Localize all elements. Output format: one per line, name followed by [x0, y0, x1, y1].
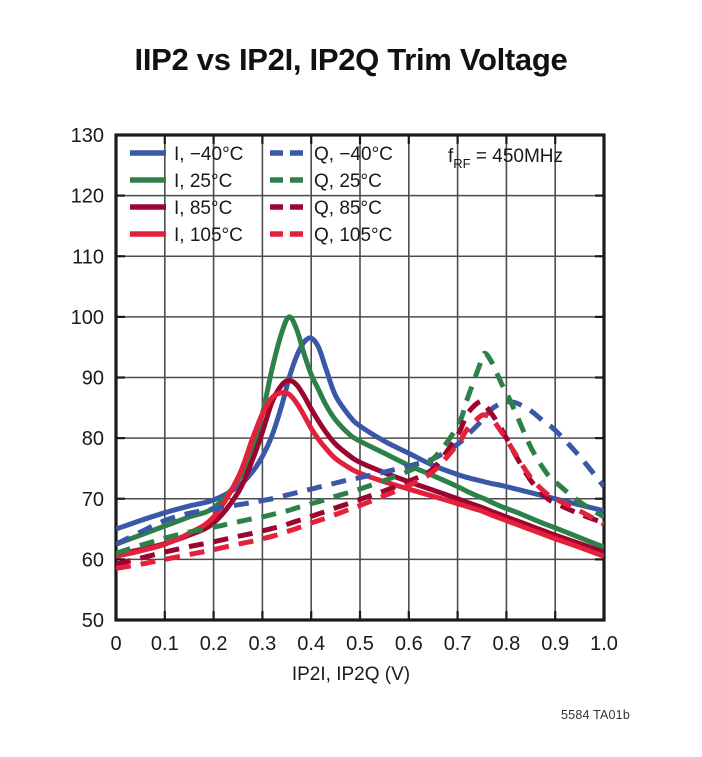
- axis-tick-labels: 0 0.1 0.2 0.3 0.4 0.5 0.6 0.7 0.8 0.9 1.0 50 60 70 80 9…: [71, 125, 618, 655]
- annotation-frf: fRF = 450MHz: [448, 146, 563, 171]
- y-tick-label: 100: [71, 307, 104, 329]
- y-tick-label: 60: [82, 549, 104, 571]
- y-tick-label: 80: [82, 428, 104, 450]
- legend-label: I, 105°C: [174, 225, 243, 246]
- page-title: IIP2 vs IP2I, IP2Q Trim Voltage: [134, 42, 568, 77]
- series-line: [116, 389, 604, 559]
- x-tick-label: 0.9: [541, 633, 569, 655]
- y-tick-label: 70: [82, 489, 104, 511]
- y-tick-label: 120: [71, 186, 104, 208]
- y-tick-label: 130: [71, 125, 104, 147]
- x-tick-label: 0.4: [297, 633, 325, 655]
- legend-label: Q, −40°C: [314, 144, 393, 165]
- legend-label: I, 85°C: [174, 198, 232, 219]
- legend-label: I, −40°C: [174, 144, 243, 165]
- y-tick-label: 90: [82, 368, 104, 390]
- axes-box: [114, 133, 606, 622]
- x-tick-label: 0.5: [346, 633, 374, 655]
- legend-label: Q, 105°C: [314, 225, 392, 246]
- annotation-suffix: = 450MHz: [471, 146, 563, 167]
- annotation-label: fRF = 450MHz: [448, 146, 563, 171]
- y-tick-label: 50: [82, 610, 104, 632]
- series-line: [116, 378, 604, 557]
- x-axis-label: IP2I, IP2Q (V): [291, 664, 411, 685]
- series-line: [116, 335, 604, 532]
- x-tick-label: 0.3: [248, 633, 276, 655]
- gridlines: [116, 135, 604, 620]
- plot-frame: [114, 133, 606, 622]
- x-tick-label: 1.0: [590, 633, 618, 655]
- y-tick-label: 110: [72, 246, 104, 268]
- figure-caption: 5584 TA01b: [561, 708, 630, 722]
- data-series-layer: [116, 314, 604, 571]
- series-line: [116, 350, 604, 556]
- series-line: [116, 314, 604, 550]
- x-tick-label: 0.1: [151, 633, 179, 655]
- x-tick-label: 0.8: [492, 633, 520, 655]
- x-tick-label: 0.6: [395, 633, 423, 655]
- series-line: [116, 412, 604, 571]
- series-line: [116, 398, 604, 567]
- x-tick-label: 0: [110, 633, 121, 655]
- legend-label: Q, 25°C: [314, 171, 382, 192]
- annotation-subscript: RF: [453, 156, 470, 171]
- x-tick-label: 0.7: [444, 633, 472, 655]
- legend-label: Q, 85°C: [314, 198, 382, 219]
- legend: I, −40°C I, 25°C I, 85°C I, 105°C Q, −40°C Q,…: [130, 144, 393, 246]
- legend-label: I, 25°C: [174, 171, 232, 192]
- x-tick-label: 0.2: [200, 633, 228, 655]
